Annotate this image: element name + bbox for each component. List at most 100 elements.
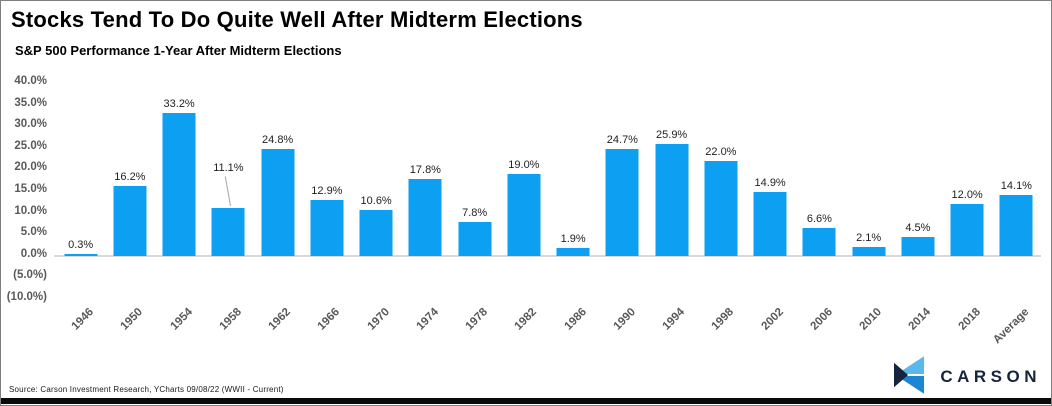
bar-cell: 19.0% xyxy=(499,82,548,256)
y-tick-label: 0.0% xyxy=(20,247,47,260)
bar-cell: 14.1% xyxy=(992,82,1041,256)
bar-cell: 24.7% xyxy=(598,82,647,256)
x-tick-label: 2014 xyxy=(906,306,934,333)
bar xyxy=(753,191,787,256)
bar xyxy=(408,179,442,256)
x-tick-label: 1950 xyxy=(118,306,146,333)
bar-cell: 10.6% xyxy=(352,82,401,256)
x-tick-label: 1974 xyxy=(414,306,441,333)
bar-value-label: 11.1% xyxy=(213,162,244,175)
bar-cell: 25.9% xyxy=(647,82,696,256)
y-tick-label: 40.0% xyxy=(14,75,47,87)
bar-value-label: 7.8% xyxy=(462,207,488,220)
x-tick-label: 1958 xyxy=(217,306,244,333)
bar-value-label: 14.1% xyxy=(1000,180,1032,193)
y-tick-label: (5.0%) xyxy=(13,269,47,282)
bar-cell: 6.6% xyxy=(795,82,844,256)
x-tick-label: 2002 xyxy=(759,306,786,333)
bar-cell: 12.9% xyxy=(302,82,351,256)
y-tick-label: 5.0% xyxy=(20,226,47,239)
bar-cell: 2.1% xyxy=(844,82,893,256)
bar-cell: 24.8% xyxy=(253,82,302,256)
bar-cell: 0.3% xyxy=(56,82,105,256)
bar-cell: 33.2% xyxy=(155,82,204,256)
bar-cell: 1.9% xyxy=(549,82,598,256)
x-axis: 1946 1950 1954 1958 1962 1966 1970 1974 1978 1982… xyxy=(56,256,1041,366)
bar xyxy=(359,210,393,256)
x-tick-label: 1954 xyxy=(168,306,195,333)
y-tick-label: 15.0% xyxy=(14,183,47,195)
bottom-accent-bar xyxy=(1,398,1051,404)
x-tick-label: 1978 xyxy=(463,306,491,333)
bar-value-label: 4.5% xyxy=(905,221,931,234)
bars-area: 0.3% 16.2% 33.2% 11.1% 24.8% 12.9% 10.6% 17.8% 7… xyxy=(56,82,1041,256)
bar xyxy=(211,208,245,256)
x-tick-label: 1946 xyxy=(69,306,97,333)
bar-value-label: 17.8% xyxy=(409,164,441,177)
bar-cell: 14.9% xyxy=(746,82,795,256)
bar xyxy=(950,204,984,256)
bar-cell: 22.0% xyxy=(696,82,745,256)
bar xyxy=(162,112,196,256)
bar xyxy=(852,246,886,256)
chart-subtitle: S&P 500 Performance 1-Year After Midterm… xyxy=(15,43,342,58)
bar xyxy=(507,173,541,256)
x-tick-label: Average xyxy=(991,306,1032,347)
bar-value-label: 0.3% xyxy=(68,239,94,251)
bar xyxy=(310,200,344,256)
bar-value-label: 2.1% xyxy=(856,231,882,244)
bar-value-label: 10.6% xyxy=(360,195,392,208)
bar xyxy=(655,144,689,256)
x-tick-label: 1998 xyxy=(709,306,737,333)
bar-cell: 7.8% xyxy=(450,82,499,256)
bar xyxy=(458,222,492,256)
bar xyxy=(605,149,639,256)
bar xyxy=(802,227,836,256)
x-tick-label: 1990 xyxy=(611,306,638,333)
x-tick-label: 1982 xyxy=(512,306,540,333)
bar-cell: 4.5% xyxy=(893,82,942,256)
carson-logo: CARSON xyxy=(888,355,1041,399)
bar-value-label: 12.0% xyxy=(951,189,983,202)
zero-baseline xyxy=(54,255,1041,257)
bar-value-label: 25.9% xyxy=(656,129,688,142)
bar-value-label: 24.7% xyxy=(606,134,638,147)
bar xyxy=(261,148,295,256)
bar xyxy=(999,195,1033,256)
bar-value-label: 24.8% xyxy=(262,133,294,146)
x-tick-label: 1986 xyxy=(562,306,589,333)
bar xyxy=(704,160,738,256)
bar-value-label: 16.2% xyxy=(114,171,146,184)
carson-wordmark: CARSON xyxy=(940,367,1041,386)
bar-value-label: 22.0% xyxy=(705,145,737,158)
x-tick-label: 1962 xyxy=(266,306,294,333)
chart-title: Stocks Tend To Do Quite Well After Midte… xyxy=(11,7,583,32)
x-tick-label: 2006 xyxy=(808,306,835,333)
x-tick-label: 1966 xyxy=(315,306,343,333)
bar xyxy=(64,254,98,256)
bar-cell: 16.2% xyxy=(105,82,154,256)
x-tick-label: 1970 xyxy=(365,306,392,333)
y-axis: 40.0% 35.0% 30.0% 25.0% 20.0% 15.0% 10.0% 5.0% 0… xyxy=(1,1,49,331)
x-tick-label: 1994 xyxy=(660,306,688,333)
y-tick-label: (10.0%) xyxy=(6,291,47,303)
y-tick-label: 25.0% xyxy=(14,139,47,152)
bar-cell: 12.0% xyxy=(943,82,992,256)
bar xyxy=(113,186,147,256)
x-tick-label: 2010 xyxy=(857,306,885,333)
bar-value-label: 33.2% xyxy=(163,97,195,110)
bar-cell: 17.8% xyxy=(401,82,450,256)
bar-value-label: 12.9% xyxy=(311,185,343,198)
carson-chevron-icon xyxy=(894,355,925,399)
bar-cell: 11.1% xyxy=(204,82,253,256)
y-tick-label: 35.0% xyxy=(14,96,47,109)
y-tick-label: 30.0% xyxy=(14,118,47,131)
bar-value-label: 14.9% xyxy=(754,176,786,189)
bar-value-label: 1.9% xyxy=(560,232,586,245)
bar xyxy=(901,236,935,256)
bar-value-label: 19.0% xyxy=(508,158,540,171)
bar-value-label: 6.6% xyxy=(806,212,832,225)
bar xyxy=(556,247,590,256)
y-tick-label: 20.0% xyxy=(14,161,47,174)
